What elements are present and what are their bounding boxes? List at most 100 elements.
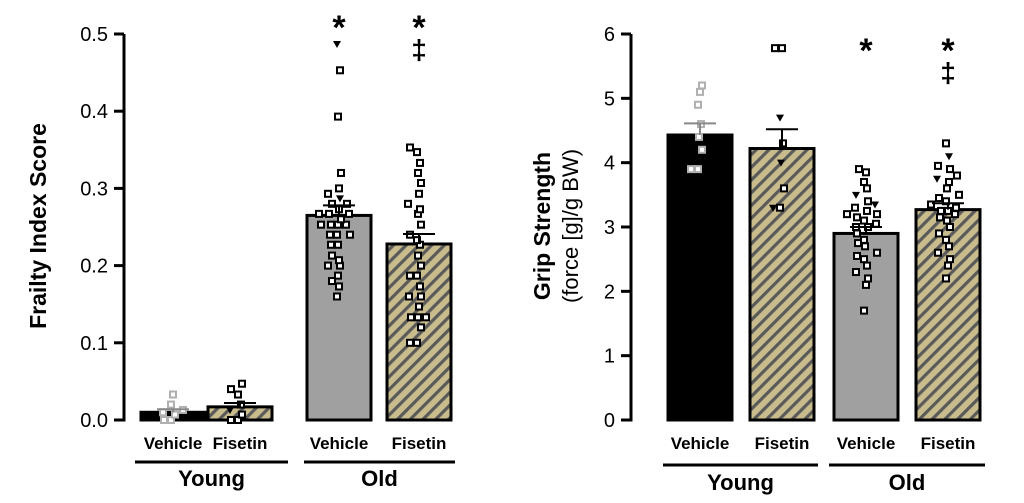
point-frailty-2-16 xyxy=(317,220,325,229)
point-frailty-3-10 xyxy=(413,271,421,280)
point-frailty-3-2 xyxy=(417,323,425,332)
x-category-label-frailty-0: Vehicle xyxy=(144,434,203,453)
point-frailty-3-13 xyxy=(414,251,422,260)
point-grip-2-22 xyxy=(864,197,872,206)
frailty-y-axis-title-group: Frailty Index Score xyxy=(25,123,51,329)
frailty-index-chart: Frailty Index Score 0.0 0.1 0.2 0.3 0.4 0.5 Ve… xyxy=(25,9,455,491)
point-frailty-2-30 xyxy=(333,41,341,49)
point-frailty-3-22 xyxy=(417,178,425,187)
grip-y-axis-title: Grip Strength xyxy=(529,152,555,300)
group-label-frailty-0: Young xyxy=(178,466,245,491)
point-grip-2-17 xyxy=(873,210,881,219)
point-grip-2-20 xyxy=(851,203,859,212)
point-frailty-3-20 xyxy=(404,199,412,208)
point-frailty-3-19 xyxy=(416,205,424,214)
significance-frailty-3-0: * xyxy=(412,9,426,47)
grip-y-axis-subtitle: (force [g]/g BW) xyxy=(558,149,583,303)
bar-frailty-3 xyxy=(385,242,453,422)
point-grip-3-14 xyxy=(927,200,935,209)
point-grip-0-2 xyxy=(698,145,706,154)
point-grip-2-8 xyxy=(861,242,869,251)
point-frailty-2-18 xyxy=(325,209,333,218)
point-grip-3-17 xyxy=(955,190,963,199)
x-category-label-grip-0: Vehicle xyxy=(671,434,730,453)
point-grip-2-11 xyxy=(853,229,861,238)
point-grip-0-1 xyxy=(687,165,695,174)
point-frailty-2-10 xyxy=(333,230,341,239)
x-category-label-grip-2: Vehicle xyxy=(837,434,896,453)
point-grip-2-10 xyxy=(860,235,868,244)
y-tick-label-grip-3: 3 xyxy=(604,217,615,239)
point-frailty-2-14 xyxy=(327,220,335,229)
point-grip-3-24 xyxy=(945,153,953,161)
y-tick-label-grip-1: 1 xyxy=(604,346,615,368)
y-tick-label-grip-5: 5 xyxy=(604,88,615,110)
point-grip-2-7 xyxy=(873,248,881,257)
grip-y-axis-title-group: Grip Strength (force [g]/g BW) xyxy=(529,149,583,303)
point-frailty-0-1 xyxy=(160,416,168,424)
point-grip-2-4 xyxy=(863,261,871,270)
point-grip-1-2 xyxy=(780,184,788,193)
grip-marks: 0 1 2 3 4 5 6 Vehicle Fisetin Vehicle Fisetin Young… xyxy=(604,24,985,495)
point-grip-2-2 xyxy=(864,274,872,283)
point-grip-2-21 xyxy=(871,201,879,209)
point-frailty-2-26 xyxy=(335,184,343,193)
point-grip-1-7 xyxy=(771,44,779,53)
point-frailty-2-15 xyxy=(342,220,350,229)
point-frailty-2-29 xyxy=(336,66,344,75)
point-frailty-2-3 xyxy=(334,271,342,280)
point-frailty-1-5 xyxy=(234,390,242,399)
y-tick-label-frailty-0: 0.0 xyxy=(80,410,108,432)
point-frailty-3-17 xyxy=(417,220,425,229)
point-frailty-3-24 xyxy=(416,158,424,167)
point-grip-2-15 xyxy=(860,216,868,225)
point-frailty-3-6 xyxy=(415,302,423,311)
point-frailty-0-2 xyxy=(171,410,179,419)
point-grip-3-2 xyxy=(946,255,954,264)
x-category-label-frailty-3: Fisetin xyxy=(392,434,447,453)
y-tick-label-grip-4: 4 xyxy=(604,153,615,175)
group-label-frailty-1: Old xyxy=(361,466,398,491)
point-grip-3-6 xyxy=(935,229,943,238)
point-grip-3-10 xyxy=(951,210,959,219)
point-frailty-3-26 xyxy=(406,143,414,152)
grip-strength-chart: Grip Strength (force [g]/g BW) 0 1 2 3 4 5 6 Ve… xyxy=(529,24,985,495)
point-frailty-2-5 xyxy=(324,261,332,270)
point-grip-3-0 xyxy=(942,274,950,283)
x-category-label-grip-1: Fisetin xyxy=(755,434,810,453)
point-grip-3-3 xyxy=(934,248,942,257)
point-frailty-0-5 xyxy=(167,400,175,409)
y-tick-label-grip-0: 0 xyxy=(604,410,615,432)
point-frailty-3-1 xyxy=(406,338,414,347)
significance-frailty-3-1: ‡ xyxy=(411,34,427,65)
x-category-label-grip-3: Fisetin xyxy=(921,434,976,453)
x-category-label-frailty-2: Vehicle xyxy=(310,434,369,453)
y-tick-label-frailty-4: 0.4 xyxy=(80,101,108,123)
point-frailty-3-0 xyxy=(413,338,421,347)
point-grip-1-3 xyxy=(777,159,785,167)
point-grip-2-23 xyxy=(852,191,860,199)
point-frailty-0-6 xyxy=(169,390,177,399)
point-frailty-3-5 xyxy=(422,313,430,322)
point-frailty-2-27 xyxy=(337,168,345,177)
point-grip-2-5 xyxy=(860,255,868,264)
point-grip-3-4 xyxy=(945,242,953,251)
point-grip-2-18 xyxy=(843,210,851,219)
point-grip-2-25 xyxy=(860,177,868,186)
significance-grip-3-0: * xyxy=(941,32,955,70)
point-frailty-2-8 xyxy=(334,240,342,249)
point-frailty-3-11 xyxy=(406,271,414,280)
y-tick-label-frailty-5: 0.5 xyxy=(80,24,108,46)
point-grip-2-6 xyxy=(853,251,861,260)
point-grip-3-25 xyxy=(942,139,950,148)
point-grip-2-3 xyxy=(852,268,860,277)
group-label-grip-1: Old xyxy=(889,470,926,495)
y-tick-label-frailty-2: 0.2 xyxy=(80,256,108,278)
point-frailty-3-23 xyxy=(414,168,422,177)
point-frailty-3-8 xyxy=(405,292,413,301)
point-frailty-3-3 xyxy=(414,313,422,322)
point-frailty-2-17 xyxy=(337,215,345,224)
x-category-label-frailty-1: Fisetin xyxy=(213,434,268,453)
point-frailty-3-7 xyxy=(417,292,425,301)
